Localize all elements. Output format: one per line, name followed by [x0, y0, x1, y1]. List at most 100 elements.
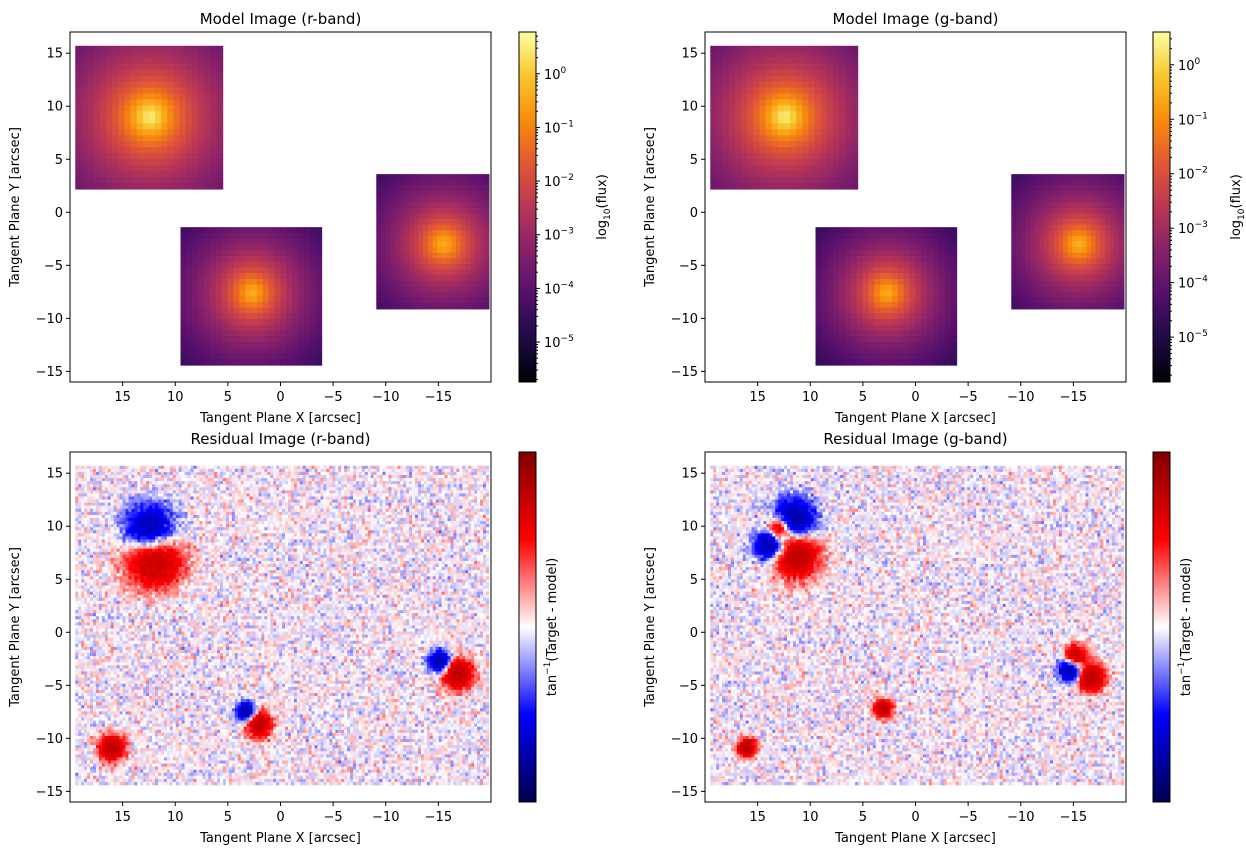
colorbar: 100 10−1 10−2 10−3 10−4 10−5 log10(flux): [518, 31, 613, 383]
y-tick-label: 10: [46, 100, 63, 115]
x-tick-label: −10: [372, 390, 399, 405]
colorbar-tick-label: 10−1: [544, 119, 574, 136]
y-tick-label: 5: [55, 573, 63, 588]
y-tick-label: 5: [690, 573, 698, 588]
colorbar-gradient: [518, 31, 537, 383]
x-tick-label: 0: [911, 390, 919, 405]
y-tick-label: −5: [679, 679, 698, 694]
x-tick-label: −5: [324, 390, 343, 405]
source-cutout: [1011, 174, 1125, 310]
y-tick-label: −5: [679, 259, 698, 274]
x-tick-label: −10: [1007, 390, 1034, 405]
y-tick-label: −15: [671, 365, 698, 380]
y-axis: 15 10 5 0 −5 −10 −15: [671, 467, 705, 800]
x-tick-label: 15: [749, 810, 766, 825]
y-axis: 15 10 5 0 −5 −10 −15: [36, 47, 70, 380]
panel-1: 15 10 5 0 −5 −10 −15 15 10 5 0 −5 −10 −15 Model Image …: [8, 10, 613, 426]
x-tick-label: 5: [859, 810, 867, 825]
colorbar-tick-label: 10−5: [544, 334, 574, 351]
y-tick-label: 0: [690, 206, 698, 221]
x-axis-label: Tangent Plane X [arcsec]: [834, 411, 996, 426]
colorbar-tick-label: 10−1: [1178, 111, 1208, 128]
colorbar-tick-label: 10−4: [1178, 275, 1208, 292]
x-tick-label: −15: [1060, 810, 1087, 825]
source-cutout: [180, 227, 323, 366]
colorbar-tick-label: 100: [1178, 57, 1201, 74]
x-axis: 15 10 5 0 −5 −10 −15: [114, 382, 452, 405]
x-tick-label: 10: [167, 810, 184, 825]
colorbar-label: tan−1(Target - model): [1177, 558, 1194, 696]
colorbar-tick-label: 100: [544, 66, 567, 83]
y-tick-label: −5: [44, 259, 63, 274]
x-tick-label: 0: [276, 810, 284, 825]
x-tick-label: 5: [859, 390, 867, 405]
x-tick-label: 5: [224, 810, 232, 825]
y-axis-label: Tangent Plane Y [arcsec]: [643, 127, 658, 288]
x-axis: 15 10 5 0 −5 −10 −15: [749, 382, 1087, 405]
y-axis: 15 10 5 0 −5 −10 −15: [671, 47, 705, 380]
x-tick-label: 10: [802, 390, 819, 405]
chart-title: Residual Image (g-band): [823, 430, 1007, 448]
source-cutout: [75, 45, 224, 190]
y-tick-label: −15: [36, 365, 63, 380]
y-tick-label: 5: [690, 153, 698, 168]
y-tick-label: 15: [46, 467, 63, 482]
y-axis-label: Tangent Plane Y [arcsec]: [643, 547, 658, 708]
y-tick-label: −10: [36, 312, 63, 327]
x-tick-label: −10: [1007, 810, 1034, 825]
x-axis-label: Tangent Plane X [arcsec]: [199, 411, 361, 426]
colorbar-tick-label: 10−2: [1178, 166, 1208, 183]
x-tick-label: 0: [276, 390, 284, 405]
x-axis-label: Tangent Plane X [arcsec]: [199, 831, 361, 846]
colorbar: tan−1(Target - model): [1152, 451, 1194, 803]
residual-pixels: [75, 465, 490, 786]
colorbar-tick-label: 10−3: [544, 227, 574, 244]
y-tick-label: −10: [36, 732, 63, 747]
x-axis: 15 10 5 0 −5 −10 −15: [749, 802, 1087, 825]
x-tick-label: 15: [114, 810, 131, 825]
x-tick-label: −15: [425, 810, 452, 825]
colorbar: tan−1(Target - model): [518, 451, 560, 803]
y-tick-label: 0: [55, 206, 63, 221]
y-tick-label: 15: [681, 467, 698, 482]
x-tick-label: 15: [749, 390, 766, 405]
y-tick-label: 15: [681, 47, 698, 62]
source-cutout: [376, 174, 490, 310]
colorbar-label: log10(flux): [1229, 174, 1246, 240]
x-tick-label: −5: [324, 810, 343, 825]
y-tick-label: 0: [55, 626, 63, 641]
colorbar-tick-label: 10−2: [544, 173, 574, 190]
y-tick-label: −10: [671, 312, 698, 327]
x-axis-label: Tangent Plane X [arcsec]: [834, 831, 996, 846]
y-tick-label: 5: [55, 153, 63, 168]
y-tick-label: −5: [44, 679, 63, 694]
x-tick-label: 0: [911, 810, 919, 825]
colorbar-gradient: [518, 451, 537, 803]
panel-3: 15 10 5 0 −5 −10 −15 15 10 5 0 −5 −10 −15 Residual Ima…: [8, 430, 560, 846]
colorbar-tick-label: 10−4: [544, 280, 574, 297]
chart-title: Model Image (r-band): [200, 10, 362, 28]
y-tick-label: 10: [681, 520, 698, 535]
source-cutout: [710, 45, 859, 190]
plot-area: [705, 32, 1126, 382]
plot-area: [70, 452, 491, 802]
x-tick-label: −15: [425, 390, 452, 405]
x-tick-label: 5: [224, 390, 232, 405]
plot-area: [70, 32, 491, 382]
colorbar-tick-label: 10−3: [1178, 220, 1208, 237]
x-tick-label: 10: [167, 390, 184, 405]
chart-title: Residual Image (r-band): [191, 430, 371, 448]
colorbar-label: tan−1(Target - model): [543, 558, 560, 696]
y-tick-label: 0: [690, 626, 698, 641]
colorbar-tick-label: 10−5: [1178, 329, 1208, 346]
colorbar: 100 10−1 10−2 10−3 10−4 10−5 log10(flux): [1152, 31, 1246, 383]
panel-2: 15 10 5 0 −5 −10 −15 15 10 5 0 −5 −10 −15 Model Image …: [643, 10, 1246, 426]
source-cutout: [815, 227, 958, 366]
plot-area: [705, 452, 1126, 802]
y-axis-label: Tangent Plane Y [arcsec]: [8, 127, 23, 288]
y-tick-label: −15: [671, 785, 698, 800]
colorbar-label: log10(flux): [595, 174, 613, 240]
chart-title: Model Image (g-band): [833, 10, 999, 28]
x-tick-label: −5: [959, 810, 978, 825]
